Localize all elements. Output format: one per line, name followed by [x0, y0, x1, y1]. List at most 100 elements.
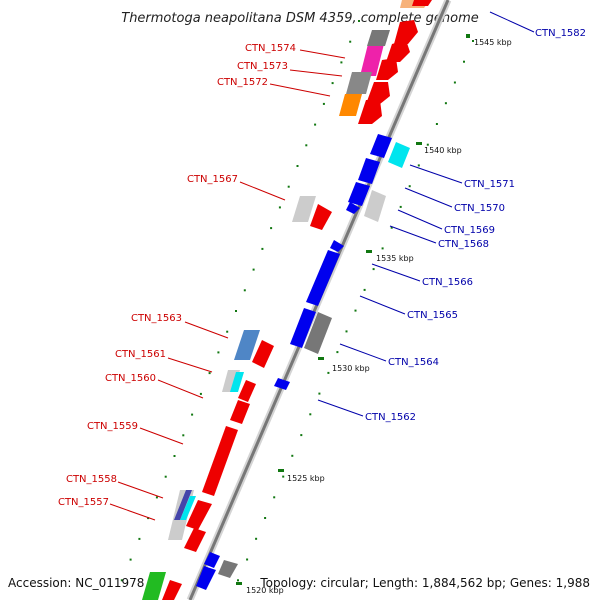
- guide-dot: [264, 517, 267, 519]
- gene-red-1557[interactable]: [186, 500, 212, 530]
- dotted-guide-right: [237, 40, 474, 582]
- gene-label-ctn-1568[interactable]: CTN_1568: [438, 239, 489, 250]
- scale-label-1520kbp: 1520 kbp: [246, 586, 284, 595]
- gene-green-bottom[interactable]: [142, 572, 166, 600]
- gene-red-e[interactable]: [394, 20, 418, 44]
- gene-label-ctn-1561[interactable]: CTN_1561: [115, 349, 166, 360]
- gene-label-ctn-1571[interactable]: CTN_1571: [464, 179, 515, 190]
- gene-cluster-bottom-right[interactable]: [196, 552, 238, 590]
- guide-dot: [182, 434, 185, 437]
- gene-top-red[interactable]: [412, 0, 432, 6]
- guide-dot: [453, 81, 456, 84]
- gene-blue-bottom-b[interactable]: [196, 566, 216, 590]
- gene-red-d[interactable]: [358, 100, 382, 124]
- gene-cluster-1567[interactable]: [292, 196, 332, 230]
- gene-gray-1572[interactable]: [346, 72, 372, 94]
- gene-label-ctn-1564[interactable]: CTN_1564: [388, 357, 439, 368]
- gene-label-ctn-1557[interactable]: CTN_1557: [58, 497, 109, 508]
- gene-blue-1565[interactable]: [306, 250, 340, 306]
- gene-blue-1569[interactable]: [348, 182, 370, 206]
- gene-label-ctn-1572[interactable]: CTN_1572: [217, 77, 268, 88]
- gene-blue-1564[interactable]: [290, 308, 316, 348]
- gene-orange-1572[interactable]: [339, 94, 362, 116]
- gene-lightgray-1569[interactable]: [364, 190, 386, 222]
- gene-cluster-1563[interactable]: [234, 330, 274, 368]
- guide-dot: [305, 144, 308, 147]
- gene-gray-1574[interactable]: [367, 30, 390, 46]
- guide-dot: [243, 289, 246, 292]
- guide-dot: [372, 268, 375, 271]
- guide-dot: [296, 165, 299, 167]
- gene-blue-small-1568[interactable]: [346, 202, 360, 214]
- gene-red-1560[interactable]: [238, 380, 256, 402]
- gene-cluster-top[interactable]: [339, 0, 432, 124]
- gene-label-ctn-1582[interactable]: CTN_1582: [535, 28, 586, 39]
- gene-cluster-1559[interactable]: [202, 400, 250, 496]
- gene-red-1563[interactable]: [252, 340, 274, 368]
- guide-dot: [318, 392, 321, 395]
- gene-label-ctn-1566[interactable]: CTN_1566: [422, 277, 473, 288]
- gene-red-1557b[interactable]: [184, 528, 206, 552]
- gene-cluster-1571[interactable]: [346, 134, 410, 222]
- guide-dot: [155, 496, 158, 499]
- gene-blue-bottom-a[interactable]: [204, 552, 220, 568]
- gene-label-ctn-1558[interactable]: CTN_1558: [66, 474, 117, 485]
- gene-blue-1562[interactable]: [274, 378, 290, 390]
- guide-dot: [309, 413, 312, 416]
- gene-cluster-1558[interactable]: [168, 490, 212, 552]
- guide-dot: [358, 20, 360, 22]
- scale-label-1525kbp: 1525 kbp: [287, 474, 325, 483]
- gene-cyan-1561[interactable]: [230, 372, 244, 392]
- guide-dot: [354, 309, 357, 312]
- scale-label-1535kbp: 1535 kbp: [376, 254, 414, 263]
- gene-cyan-1571[interactable]: [388, 142, 410, 168]
- guide-dot: [261, 247, 264, 250]
- genome-title: Thermotoga neapolitana DSM 4359, complet…: [121, 11, 479, 26]
- gene-steelblue-1563[interactable]: [234, 330, 260, 360]
- guide-dot: [408, 185, 411, 188]
- gene-lightgray-1567[interactable]: [292, 196, 316, 222]
- gene-navy-1558[interactable]: [174, 490, 192, 520]
- guide-dot: [173, 455, 176, 457]
- gene-label-ctn-1573[interactable]: CTN_1573: [237, 61, 288, 72]
- gene-label-ctn-1562[interactable]: CTN_1562: [365, 412, 416, 423]
- gene-label-ctn-1569[interactable]: CTN_1569: [444, 225, 495, 236]
- gene-gray-bottom[interactable]: [218, 560, 238, 578]
- gene-red-bottom[interactable]: [162, 580, 182, 600]
- gene-label-ctn-1559[interactable]: CTN_1559: [87, 421, 138, 432]
- scale-ticks: [236, 34, 470, 585]
- gene-magenta-1574[interactable]: [360, 44, 384, 76]
- gene-gray-1564[interactable]: [304, 312, 332, 354]
- gene-blue-1570[interactable]: [358, 158, 380, 184]
- gene-blue-small-1566[interactable]: [330, 240, 344, 252]
- gene-cluster-1566[interactable]: [306, 240, 344, 306]
- guide-dot: [217, 351, 220, 354]
- gene-red-1559a[interactable]: [230, 400, 250, 424]
- guide-dot: [191, 413, 194, 416]
- guide-dot: [322, 102, 325, 105]
- gene-label-ctn-1560[interactable]: CTN_1560: [105, 373, 156, 384]
- gene-cluster-bottom[interactable]: [142, 572, 182, 600]
- gene-red-b[interactable]: [376, 58, 398, 80]
- gene-cluster-1561[interactable]: [222, 370, 256, 402]
- gene-blue-1571a[interactable]: [370, 134, 392, 158]
- gene-cluster-1562[interactable]: [274, 378, 290, 390]
- gene-label-ctn-1570[interactable]: CTN_1570: [454, 203, 505, 214]
- gene-label-ctn-1565[interactable]: CTN_1565: [407, 310, 458, 321]
- gene-label-ctn-1574[interactable]: CTN_1574: [245, 43, 296, 54]
- gene-label-ctn-1563[interactable]: CTN_1563: [131, 313, 182, 324]
- guide-dot: [246, 558, 249, 561]
- guide-dot: [444, 102, 447, 105]
- gene-cluster-1564[interactable]: [290, 308, 332, 354]
- gene-red-1567[interactable]: [310, 204, 332, 230]
- guide-dot: [226, 330, 229, 333]
- gene-label-ctn-1567[interactable]: CTN_1567: [187, 174, 238, 185]
- scale-label-1530kbp: 1530 kbp: [332, 364, 370, 373]
- guide-dot: [327, 371, 330, 374]
- guide-dot: [199, 392, 202, 395]
- gene-red-c[interactable]: [366, 82, 390, 104]
- gene-red-a[interactable]: [386, 40, 410, 62]
- gene-red-1559[interactable]: [202, 426, 238, 496]
- gene-cyan-1558[interactable]: [180, 496, 196, 520]
